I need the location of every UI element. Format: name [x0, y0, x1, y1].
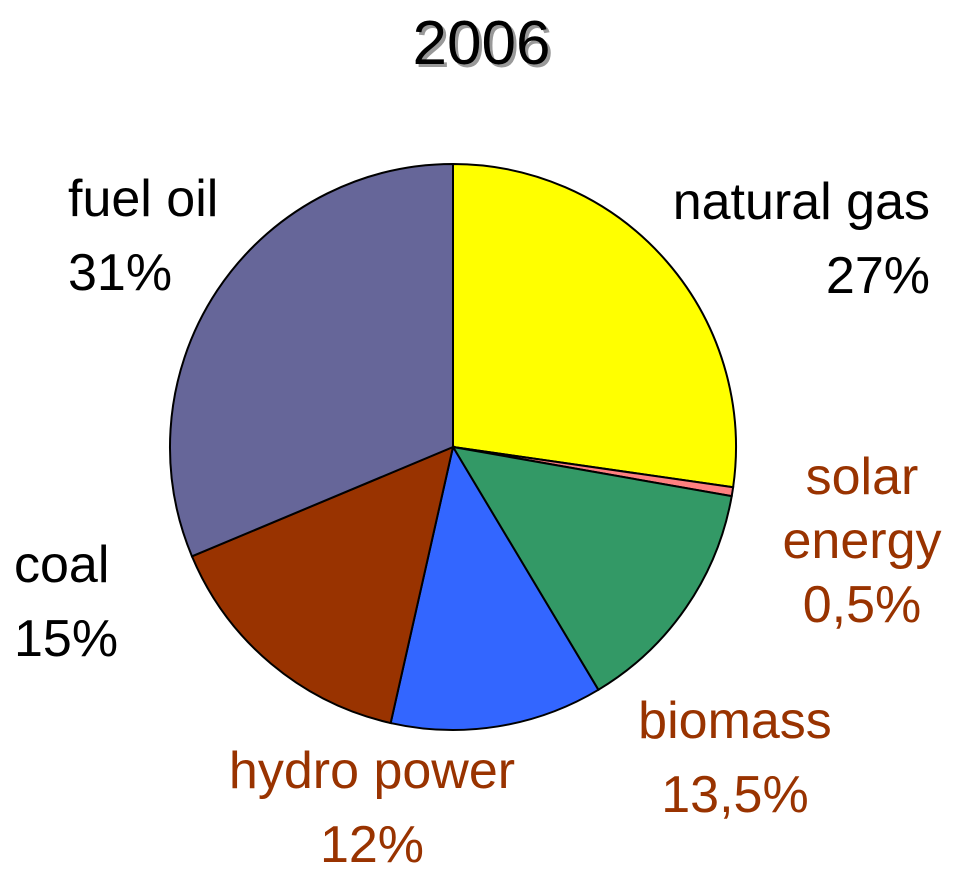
slice-label: coal 15% — [14, 528, 214, 676]
slice-value: 31% — [68, 244, 173, 302]
slice-label: hydro power 12% — [172, 734, 572, 874]
pie-slice — [169, 162, 454, 558]
slice-name: hydro power — [228, 742, 516, 800]
pie-slice — [389, 444, 600, 731]
slice-value: 12% — [319, 816, 425, 874]
pie-slice — [190, 445, 455, 725]
slice-value: 15% — [14, 610, 119, 668]
pie-slice — [451, 445, 733, 692]
slice-name: fuel oil — [68, 170, 219, 228]
slice-name: coal — [14, 536, 110, 594]
slice-label: fuel oil 31% — [68, 162, 368, 310]
slice-name: biomass — [638, 692, 832, 750]
slice-name: solar energy — [782, 448, 942, 570]
slice-value: 27% — [825, 247, 930, 305]
slice-value: 0,5% — [802, 576, 922, 634]
slice-name: natural gas — [672, 173, 930, 231]
chart-title: 2006 — [412, 9, 551, 78]
slice-label: natural gas 27% — [560, 165, 930, 313]
slice-label: solar energy 0,5% — [752, 445, 963, 637]
slice-label: biomass 13,5% — [585, 684, 885, 832]
slice-value: 13,5% — [661, 766, 809, 824]
pie-slice — [452, 162, 737, 489]
